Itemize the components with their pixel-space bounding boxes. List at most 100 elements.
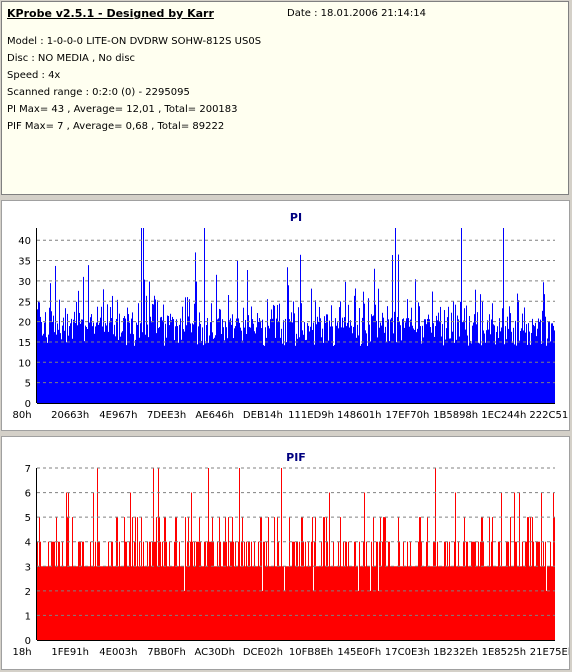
pi-bar — [321, 337, 322, 403]
pi-ytick: 10 — [18, 358, 31, 369]
pif-bar — [353, 566, 354, 640]
pi-bar — [446, 328, 447, 403]
pif-bar — [401, 566, 402, 640]
pi-bar — [349, 327, 350, 403]
pi-bar — [363, 291, 364, 403]
pif-bar — [290, 566, 291, 640]
pi-bar — [354, 295, 355, 403]
pif-bar — [415, 566, 416, 640]
pi-bar — [161, 316, 162, 403]
pif-bar — [172, 566, 173, 640]
pif-bar — [246, 541, 247, 640]
pi-bar — [201, 340, 202, 403]
pif-bar — [38, 566, 39, 640]
pi-bar — [91, 314, 92, 403]
pif-bar — [58, 541, 59, 640]
pif-bar — [181, 566, 182, 640]
pif-bar — [86, 566, 87, 640]
pif-bar — [371, 541, 372, 640]
pi-bar — [70, 323, 71, 403]
pi-xtick: 111ED9h — [288, 410, 334, 421]
pi-bar — [551, 323, 552, 403]
pif-bar — [180, 566, 181, 640]
pif-bar — [550, 541, 551, 640]
pi-bar — [121, 332, 122, 403]
pif-bar — [104, 566, 105, 640]
pif-bar — [344, 566, 345, 640]
pif-bar — [349, 566, 350, 640]
pi-bar — [243, 307, 244, 403]
pif-bar — [362, 566, 363, 640]
pi-bar — [284, 345, 285, 403]
pif-bar — [132, 517, 133, 640]
pif-bar — [395, 566, 396, 640]
pif-bar — [208, 468, 209, 640]
pi-bar — [333, 345, 334, 403]
pi-bar — [544, 294, 545, 403]
pif-bar — [47, 566, 48, 640]
pi-bar — [464, 308, 465, 403]
pif-bar — [414, 566, 415, 640]
pi-bar — [196, 281, 197, 403]
pif-bar — [154, 541, 155, 640]
pif-bar — [298, 566, 299, 640]
pi-bar — [543, 282, 544, 403]
pif-bar — [292, 541, 293, 640]
pif-bar — [330, 566, 331, 640]
pif-bar — [386, 566, 387, 640]
pi-xtick: AE646h — [195, 410, 234, 421]
pi-bar — [368, 298, 369, 403]
pif-bar — [156, 517, 157, 640]
pi-bar — [176, 319, 177, 403]
pif-bar — [77, 566, 78, 640]
pif-bar — [190, 541, 191, 640]
pif-bar — [164, 517, 165, 640]
pi-bar — [362, 317, 363, 403]
pi-bar — [521, 328, 522, 403]
pif-bar — [464, 517, 465, 640]
pi-bar — [79, 312, 80, 403]
pi-bar — [395, 228, 396, 403]
pi-bar — [139, 337, 140, 403]
pi-bar — [520, 331, 521, 403]
pi-bar — [461, 228, 462, 403]
pi-bar — [135, 339, 136, 403]
pi-ytick: 25 — [18, 297, 31, 308]
pi-bar — [43, 333, 44, 403]
pi-bar — [212, 332, 213, 403]
pif-bar — [334, 566, 335, 640]
pi-bar — [287, 267, 288, 403]
pi-bar — [523, 330, 524, 403]
pi-bar — [394, 311, 395, 403]
pi-bar — [527, 344, 528, 403]
pi-chart: PI 0 5 10 15 20 25 30 35 40 80h 20663h 4E967h 7DEE3h A… — [12, 211, 569, 421]
pi-bar — [210, 322, 211, 403]
pif-bar — [486, 566, 487, 640]
pif-bar — [424, 566, 425, 640]
pi-bar — [81, 319, 82, 403]
pi-bar — [319, 306, 320, 403]
pif-bar — [74, 566, 75, 640]
pi-bar — [460, 301, 461, 403]
pif-bar — [453, 566, 454, 640]
pi-bar — [478, 342, 479, 403]
pi-bar — [42, 335, 43, 403]
pif-bar — [48, 541, 49, 640]
pif-bar — [119, 541, 120, 640]
pif-bar — [494, 566, 495, 640]
pi-bar — [172, 316, 173, 403]
pi-bar — [432, 291, 433, 403]
pi-bar — [413, 328, 414, 403]
pi-bar — [221, 333, 222, 403]
pi-bar — [410, 319, 411, 403]
pif-bar — [275, 566, 276, 640]
pif-bar — [50, 566, 51, 640]
pi-bar — [332, 326, 333, 403]
pif-bar — [335, 566, 336, 640]
pi-bar — [153, 304, 154, 403]
pif-bar — [106, 566, 107, 640]
pi-bar — [300, 254, 301, 403]
pif-bar — [387, 566, 388, 640]
pi-bar — [517, 293, 518, 403]
pif-bar — [397, 566, 398, 640]
